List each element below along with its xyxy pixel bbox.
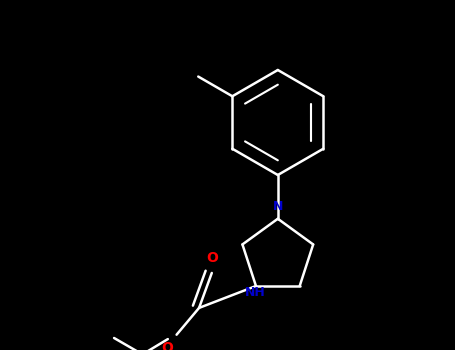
Text: N: N — [273, 201, 283, 214]
Text: O: O — [206, 251, 218, 265]
Text: NH: NH — [245, 286, 266, 299]
Text: O: O — [161, 341, 173, 350]
